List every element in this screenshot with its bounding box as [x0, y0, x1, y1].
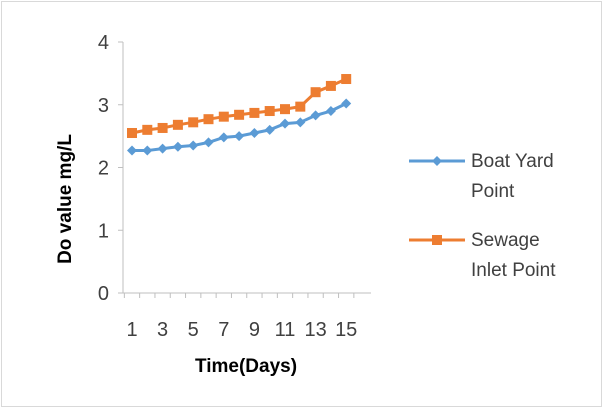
y-tick-label: 2 [98, 158, 109, 180]
data-point [264, 124, 275, 135]
data-point [188, 140, 199, 151]
legend: Boat Yard Point Sewage Inlet Point [409, 151, 556, 281]
legend-marker-2 [432, 235, 442, 245]
y-tick-label: 0 [98, 283, 109, 305]
x-tick-label: 9 [249, 319, 260, 341]
data-point [142, 145, 153, 156]
data-point [127, 127, 137, 138]
plot-area [127, 74, 352, 156]
data-point [325, 80, 336, 91]
data-point [295, 117, 306, 128]
x-tick-label: 1 [126, 319, 137, 341]
data-point [188, 117, 199, 128]
data-point [142, 124, 153, 135]
legend-label-line: Sewage [471, 230, 540, 251]
data-point [157, 143, 168, 154]
x-axis-title: Time(Days) [195, 356, 297, 377]
data-point [234, 109, 245, 120]
x-tick-label: 7 [218, 319, 229, 341]
data-point [249, 127, 260, 138]
y-tick-label: 4 [98, 32, 109, 54]
y-axis-title: Do value mg/L [55, 134, 76, 264]
data-point [203, 114, 214, 125]
y-tick-label: 1 [98, 220, 109, 242]
data-point [157, 122, 168, 133]
chart-frame: 0 1 2 3 4 1 3 5 7 9 11 13 15 Time(Days) Do value mg/… [1, 1, 602, 407]
x-tick-label: 11 [275, 319, 296, 341]
data-point [264, 106, 275, 117]
data-point [218, 132, 229, 143]
data-point [234, 131, 245, 142]
data-point [325, 106, 336, 117]
x-tick-label: 13 [304, 319, 326, 341]
data-point [310, 87, 321, 98]
data-point [249, 107, 260, 118]
y-tick-label: 3 [98, 95, 109, 117]
legend-label-2: Sewage Inlet Point [471, 230, 556, 281]
x-tick-label: 3 [157, 319, 168, 341]
data-point [310, 110, 321, 121]
data-point [203, 137, 214, 148]
data-point [280, 118, 290, 129]
legend-label-1: Boat Yard Point [471, 151, 554, 202]
x-tick-label: 15 [335, 319, 357, 341]
legend-label-line: Point [471, 181, 515, 202]
data-point [341, 74, 352, 85]
data-point [218, 111, 229, 122]
legend-label-line: Boat Yard [471, 151, 554, 172]
data-point [172, 141, 183, 152]
legend-label-line: Inlet Point [471, 260, 556, 281]
data-point [280, 104, 290, 115]
data-point [172, 119, 183, 130]
data-point [127, 145, 137, 156]
data-point [341, 98, 352, 109]
x-tick-label: 5 [188, 319, 199, 341]
data-point [295, 101, 306, 112]
legend-marker-1 [432, 156, 442, 166]
